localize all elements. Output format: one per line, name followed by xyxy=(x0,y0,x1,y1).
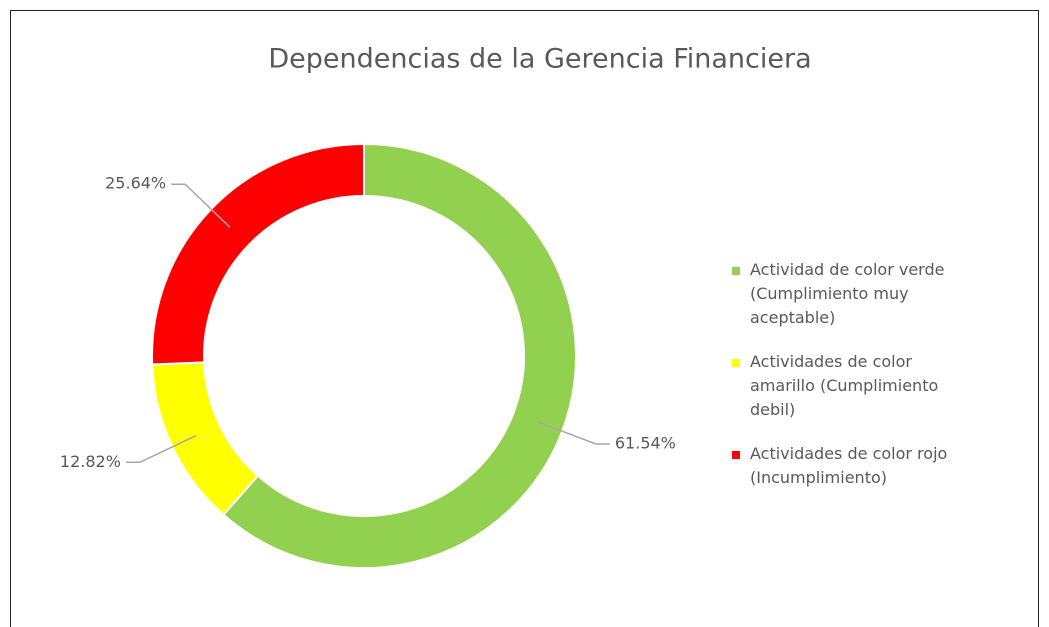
leader-line xyxy=(125,435,197,464)
donut-segment xyxy=(151,361,260,517)
legend-item: Actividades de color amarillo (Cumplimie… xyxy=(732,350,972,422)
legend-item: Actividad de color verde (Cumplimiento m… xyxy=(732,258,972,330)
leader-line xyxy=(537,421,610,445)
leader-line xyxy=(171,183,231,228)
legend-label: Actividades de color rojo (Incumplimient… xyxy=(750,444,948,487)
data-label: 61.54% xyxy=(615,433,676,452)
chart-frame xyxy=(10,10,1039,627)
data-label: 25.64% xyxy=(105,174,166,193)
legend-item: Actividades de color rojo (Incumplimient… xyxy=(732,442,972,490)
legend-label: Actividades de color amarillo (Cumplimie… xyxy=(750,352,939,419)
legend-swatch xyxy=(732,359,740,367)
donut-segment xyxy=(221,142,577,569)
data-label: 12.82% xyxy=(60,452,121,471)
chart-title: Dependencias de la Gerencia Financiera xyxy=(268,44,811,75)
legend-label: Actividad de color verde (Cumplimiento m… xyxy=(750,260,945,327)
donut-segment xyxy=(151,142,365,366)
legend: Actividad de color verde (Cumplimiento m… xyxy=(732,258,972,510)
legend-swatch xyxy=(732,267,740,275)
legend-swatch xyxy=(732,451,740,459)
